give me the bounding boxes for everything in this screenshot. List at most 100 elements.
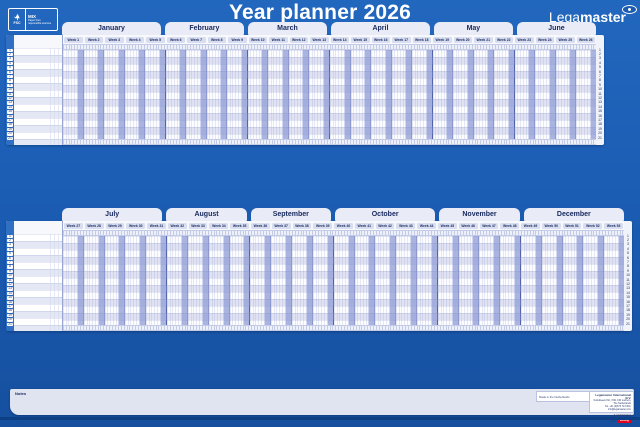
- week-label: Week 19: [433, 36, 452, 43]
- month-column-october: [333, 236, 438, 325]
- week-column: [500, 236, 521, 325]
- row-number: 20: [598, 131, 602, 136]
- week-column: [416, 236, 437, 325]
- month-tab-august: August: [166, 208, 247, 221]
- week-label: Week 16: [371, 36, 390, 43]
- week-column: [458, 236, 480, 325]
- week-label: Week 17: [392, 36, 411, 43]
- row-number: 13: [7, 286, 13, 291]
- week-label: Week 31: [147, 222, 166, 229]
- legamaster-eye-icon: [622, 5, 637, 14]
- row-number: 20: [7, 131, 13, 136]
- week-column: [473, 50, 495, 139]
- week-label: Week 11: [269, 36, 288, 43]
- month-column-february: [165, 50, 248, 139]
- week-group-january: Week 1 Week 2 Week 3 Week 4 Week 5: [63, 35, 166, 44]
- row-number: 10: [7, 87, 13, 92]
- week-column: [146, 236, 166, 325]
- fsc-line2: responsible sources: [28, 22, 52, 25]
- week-column: [166, 236, 188, 325]
- row-number: 17: [626, 304, 630, 308]
- week-column: [350, 50, 371, 139]
- row-number: 6: [7, 70, 13, 74]
- week-header-row: Week 1 Week 2 Week 3 Week 4 Week 5 Week 6 Week…: [63, 35, 596, 44]
- week-group-april: Week 14 Week 15 Week 16 Week 17 Week 18: [330, 35, 433, 44]
- row-number: 15: [598, 109, 602, 114]
- week-group-june: Week 23 Week 24 Week 25 Week 26: [514, 35, 596, 44]
- names-rows: [14, 234, 62, 331]
- week-column: [576, 50, 597, 139]
- week-label: Week 21: [474, 36, 493, 43]
- week-label: Week 27: [64, 222, 83, 229]
- row-number: 4: [599, 60, 601, 65]
- row-number: 7: [7, 260, 13, 265]
- row-number: 10: [7, 273, 13, 278]
- row-number: 11: [7, 277, 13, 282]
- row-number: 19: [598, 126, 602, 131]
- week-label: Week 28: [84, 222, 104, 229]
- week-column: [227, 50, 247, 139]
- row-number: 7: [599, 73, 601, 78]
- row-number: 21: [7, 321, 13, 327]
- row-number: 11: [626, 277, 630, 282]
- row-number: 4: [7, 247, 13, 252]
- week-label: Week 1: [64, 36, 83, 43]
- week-column: [396, 236, 417, 325]
- week-group-december: Week 49 Week 50 Week 51 Week 52 Week 53: [520, 221, 624, 230]
- month-tab-june: June: [516, 22, 596, 35]
- row-number: 6: [599, 69, 601, 74]
- publisher-brand: Legamaster: [614, 412, 631, 417]
- month-column-november: [437, 236, 522, 325]
- week-column: [124, 50, 145, 139]
- row-number: 14: [598, 104, 602, 109]
- week-column: [453, 50, 474, 139]
- row-number: 1: [627, 233, 629, 238]
- row-number: 19: [626, 312, 630, 317]
- week-column: [309, 50, 330, 139]
- week-label: Week 40: [334, 222, 353, 229]
- fsc-label: FSC: [13, 21, 21, 26]
- week-column: [604, 236, 625, 325]
- row-number: 13: [598, 100, 602, 105]
- row-number: 6: [7, 256, 13, 260]
- row-number: 3: [627, 242, 629, 247]
- week-column: [104, 50, 125, 139]
- week-label: Week 25: [556, 36, 575, 43]
- row-number: 9: [7, 269, 13, 274]
- row-number: 8: [599, 78, 601, 83]
- month-tab-march: March: [247, 22, 327, 35]
- week-label: Week 5: [146, 36, 165, 43]
- publisher-company: Legamaster International B.V.: [595, 392, 631, 400]
- week-label: Week 34: [209, 222, 229, 229]
- fsc-tree-icon: FSC: [9, 9, 26, 30]
- week-label: Week 38: [292, 222, 312, 229]
- week-column: [206, 50, 228, 139]
- row-number: 14: [626, 290, 630, 295]
- row-number: 18: [7, 308, 13, 313]
- week-column: [268, 50, 289, 139]
- row-number: 18: [7, 122, 13, 127]
- week-column: [125, 236, 147, 325]
- week-group-august: Week 32 Week 33 Week 34 Week 35: [167, 221, 250, 230]
- row-number: 3: [7, 242, 13, 247]
- row-number: 6: [627, 255, 629, 260]
- week-label: Week 3: [105, 36, 124, 43]
- week-label: Week 37: [271, 222, 291, 229]
- week-label: Week 35: [230, 222, 250, 229]
- week-label: Week 39: [313, 222, 333, 229]
- day-ticks-bottom: [63, 324, 624, 331]
- month-column-june: [514, 50, 597, 139]
- week-label: Week 8: [207, 36, 226, 43]
- week-column: [330, 50, 351, 139]
- row-number: 3: [599, 56, 601, 61]
- week-column: [555, 50, 577, 139]
- week-column: [208, 236, 230, 325]
- week-label: Week 4: [125, 36, 144, 43]
- week-label: Week 46: [458, 222, 478, 229]
- week-column: [494, 50, 514, 139]
- week-column: [333, 236, 355, 325]
- row-number: 1: [599, 47, 601, 52]
- week-column: [145, 50, 165, 139]
- brand-lega: Lega: [548, 9, 581, 25]
- planner-grid: [63, 50, 597, 139]
